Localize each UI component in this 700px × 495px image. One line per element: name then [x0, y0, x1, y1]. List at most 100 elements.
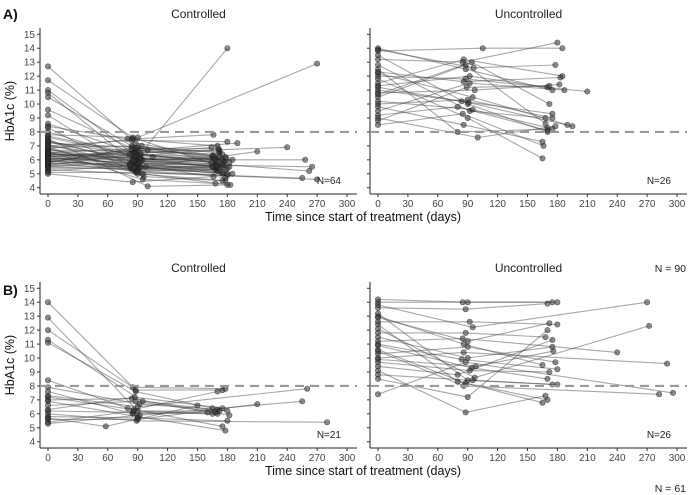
data-point — [614, 349, 621, 356]
data-point — [462, 61, 469, 68]
data-point — [302, 156, 309, 163]
data-point — [44, 377, 51, 384]
data-point — [224, 181, 231, 188]
y-tick-label: 5 — [29, 169, 35, 180]
x-tick-label: 180 — [549, 199, 566, 210]
data-point — [554, 321, 561, 328]
y-tick-label: 12 — [24, 72, 36, 83]
x-tick-label: 30 — [402, 453, 414, 464]
data-point — [550, 348, 557, 355]
data-point — [132, 388, 139, 395]
data-point — [215, 145, 222, 152]
data-point — [549, 87, 556, 94]
data-point — [229, 170, 236, 177]
data-point — [466, 80, 473, 87]
data-point — [544, 327, 551, 334]
data-point — [544, 300, 551, 307]
data-point — [454, 378, 461, 385]
data-point — [44, 299, 51, 306]
facet-title: Uncontrolled — [495, 261, 562, 275]
total-n-label: N = 90 — [655, 263, 686, 275]
data-point — [374, 56, 381, 63]
data-point — [569, 123, 576, 130]
data-point — [44, 106, 51, 113]
x-tick-label: 120 — [159, 453, 176, 464]
data-point — [216, 166, 223, 173]
x-tick-label: 30 — [72, 453, 84, 464]
data-point — [222, 427, 229, 434]
data-point — [374, 314, 381, 321]
x-tick-label: 240 — [279, 453, 296, 464]
data-point — [552, 61, 559, 68]
data-point — [460, 121, 467, 128]
n-label: N=26 — [647, 430, 672, 441]
y-tick-label: 9 — [29, 113, 35, 124]
data-point — [44, 327, 51, 334]
data-point — [44, 154, 51, 161]
data-point — [44, 112, 51, 119]
y-tick-label: 4 — [29, 437, 35, 448]
data-point — [539, 399, 546, 406]
data-point — [464, 299, 471, 306]
x-axis-title: Time since start of treatment (days) — [265, 210, 461, 224]
y-tick-label: 13 — [24, 58, 36, 69]
data-point — [44, 314, 51, 321]
data-point — [144, 183, 151, 190]
data-point — [557, 74, 564, 81]
data-point — [309, 163, 316, 170]
x-tick-label: 210 — [249, 199, 266, 210]
data-point — [44, 124, 51, 131]
trajectory-line — [47, 329, 226, 390]
data-point — [374, 68, 381, 75]
x-tick-label: 150 — [189, 453, 206, 464]
data-point — [212, 409, 219, 416]
trajectory-line — [377, 370, 546, 413]
y-tick-label: 6 — [29, 409, 35, 420]
x-tick-label: 90 — [462, 199, 474, 210]
data-point — [214, 388, 221, 395]
x-tick-label: 60 — [432, 453, 444, 464]
data-point — [556, 81, 563, 88]
data-point — [44, 77, 51, 84]
data-point — [224, 138, 231, 145]
points — [44, 45, 321, 190]
data-point — [306, 168, 313, 175]
x-tick-label: 60 — [432, 199, 444, 210]
data-point — [542, 115, 549, 122]
data-point — [544, 127, 551, 134]
data-point — [460, 349, 467, 356]
x-tick-label: 0 — [375, 453, 381, 464]
data-point — [646, 322, 653, 329]
y-tick-label: 5 — [29, 423, 35, 434]
data-point — [374, 341, 381, 348]
facet-title: Controlled — [171, 7, 226, 21]
data-point — [454, 128, 461, 135]
data-point — [374, 391, 381, 398]
data-point — [542, 392, 549, 399]
y-tick-label: 14 — [24, 298, 36, 309]
y-tick-label: 7 — [29, 141, 35, 152]
x-tick-label: 210 — [249, 453, 266, 464]
data-point — [472, 363, 479, 370]
x-tick-label: 90 — [132, 453, 144, 464]
x-tick-label: 120 — [159, 199, 176, 210]
x-tick-label: 240 — [609, 199, 626, 210]
data-point — [140, 173, 147, 180]
data-point — [44, 138, 51, 145]
x-tick-label: 300 — [669, 453, 686, 464]
data-point — [284, 144, 291, 151]
data-point — [44, 402, 51, 409]
data-point — [212, 180, 219, 187]
y-tick-label: 6 — [29, 155, 35, 166]
facet-title: Controlled — [171, 261, 226, 275]
data-point — [234, 140, 241, 147]
x-tick-label: 120 — [489, 199, 506, 210]
data-point — [454, 103, 461, 110]
data-point — [462, 409, 469, 416]
data-point — [208, 144, 215, 151]
data-point — [44, 170, 51, 177]
y-tick-label: 15 — [24, 284, 36, 295]
data-point — [374, 304, 381, 311]
data-point — [226, 412, 233, 419]
data-point — [539, 361, 546, 368]
